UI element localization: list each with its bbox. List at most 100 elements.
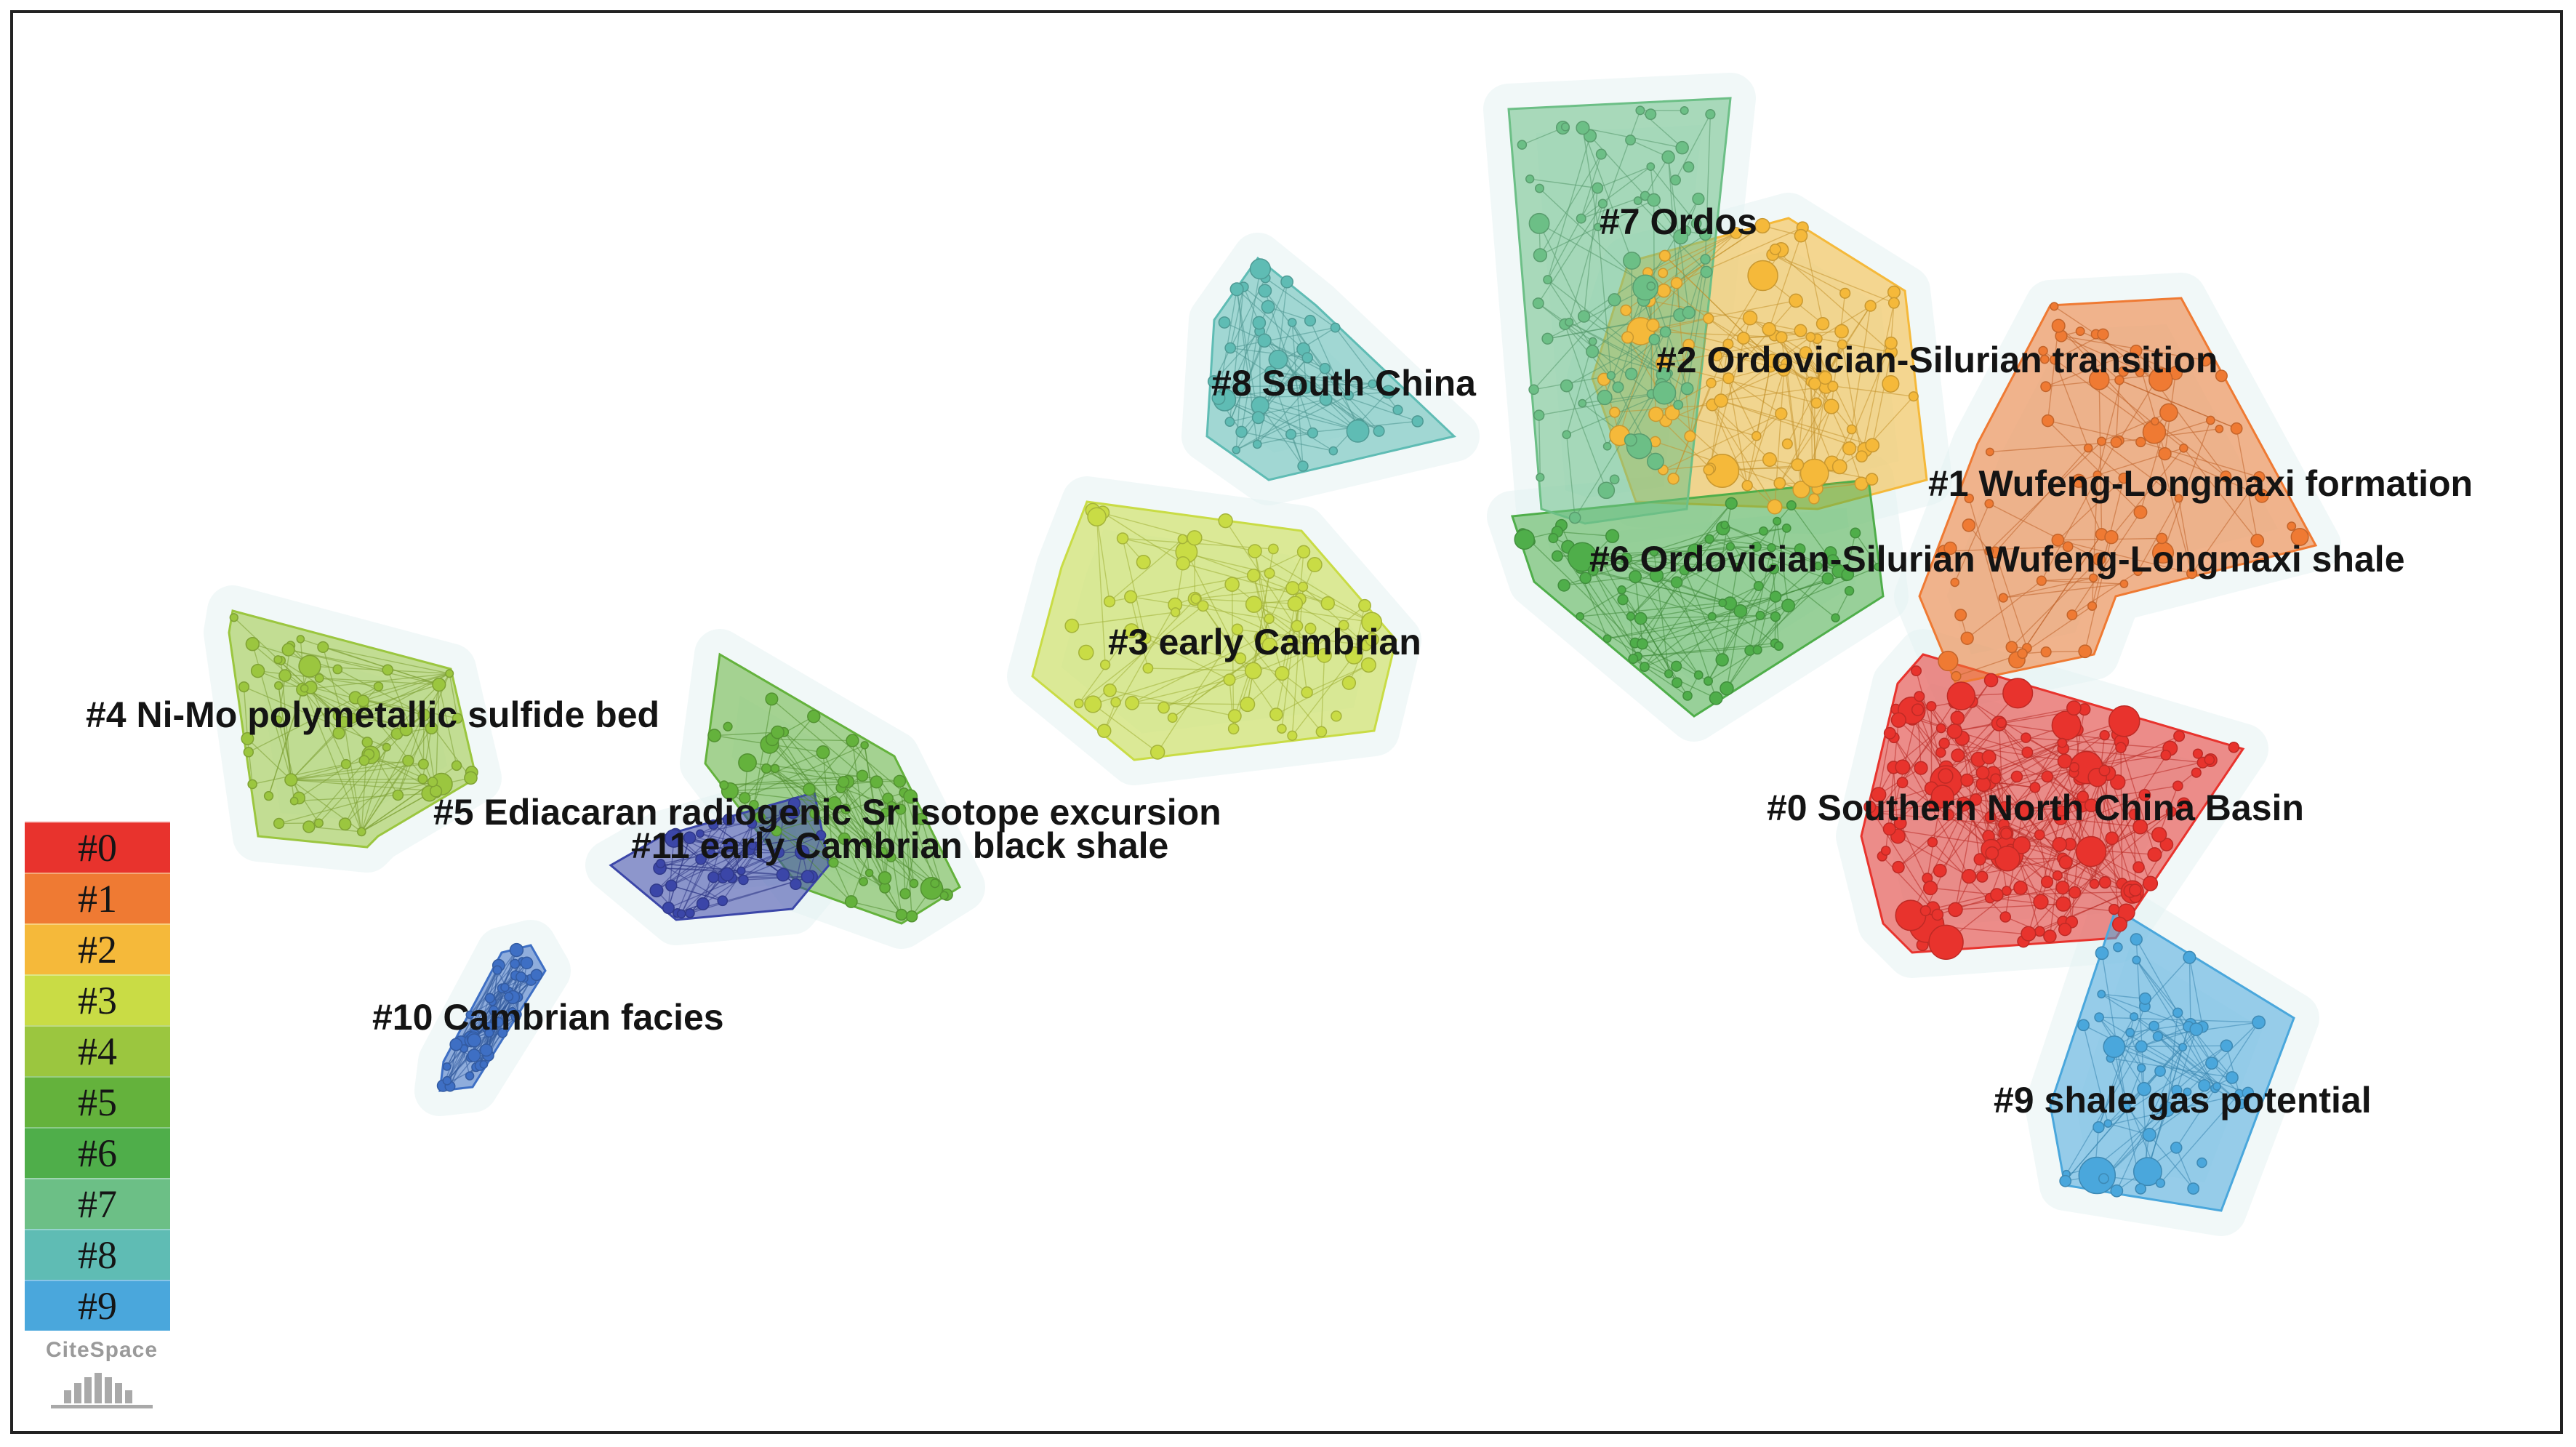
node-9 [2113,942,2123,953]
node-2 [1656,284,1672,298]
node-6 [1617,585,1626,595]
node-6 [1844,585,1855,596]
link-7 [1547,279,1619,388]
node-3 [1365,632,1379,646]
node-7 [1609,474,1620,485]
link-6 [1694,502,1732,551]
node-3 [1307,557,1323,572]
link-6 [1724,524,1772,548]
link-1 [2098,379,2184,449]
node-7 [1669,175,1681,186]
link-11 [702,819,729,905]
node-8 [1299,380,1313,394]
link-3 [1174,583,1232,606]
node-1 [2186,567,2198,580]
link-6 [1707,585,1760,681]
node-0 [1951,748,1965,763]
link-2 [1779,385,1834,484]
link-1 [1989,503,2100,560]
node-9 [2189,1022,2204,1036]
legend-item-8: #8 [25,1229,170,1280]
node-11 [794,844,810,860]
cluster-hull-5 [704,652,961,925]
node-2 [1714,393,1728,408]
link-4 [291,760,365,781]
node-7 [1588,337,1597,346]
link-8 [1265,277,1336,329]
node-0 [2056,805,2068,817]
link-8 [1229,281,1288,422]
node-4 [356,694,370,708]
node-0 [1950,710,1965,726]
node-8 [1344,390,1354,401]
node-4 [464,771,478,785]
node-7 [1568,511,1581,524]
link-8 [1236,289,1259,418]
node-9 [2212,1082,2221,1091]
node-2 [1846,424,1857,435]
node-7 [1577,310,1591,323]
node-3 [1227,709,1242,724]
node-0 [2115,742,2127,753]
node-7 [1648,333,1661,345]
node-2 [1855,450,1868,463]
node-11 [773,846,785,859]
node-0 [1882,822,1896,836]
node-0 [1976,870,1989,883]
node-0 [1895,899,1927,931]
node-10 [512,1009,522,1019]
link-11 [656,819,729,891]
node-2 [1621,331,1634,344]
node-2 [1777,364,1791,377]
node-2 [1670,276,1683,289]
node-1 [2118,366,2129,377]
link-7 [1674,113,1712,180]
cluster-label-5: #5 Ediacaran radiogenic Sr isotope excur… [433,792,1221,833]
link-3 [1253,604,1372,623]
node-8 [1232,446,1241,454]
link-2 [1663,413,1782,470]
node-8 [1373,425,1385,437]
cluster-label-1: #1 Wufeng-Longmaxi formation [1928,463,2473,504]
node-8 [1251,411,1265,425]
link-2 [1720,385,1826,401]
node-1 [2290,528,2309,547]
link-3 [1096,516,1110,602]
cluster-label-6: #6 Ordovician-Silurian Wufeng-Longmaxi s… [1589,539,2405,580]
link-0 [1942,742,2063,798]
node-9 [2130,933,2143,946]
node-3 [1240,697,1256,713]
node-7 [1525,174,1535,184]
node-0 [1911,703,1925,716]
node-6 [1715,653,1729,667]
node-3 [1231,623,1243,636]
link-6 [1656,574,1730,604]
link-6 [1585,577,1645,668]
link-7 [1589,135,1646,196]
node-3 [1303,642,1319,658]
node-0 [1962,869,1977,884]
node-4 [296,635,305,644]
node-3 [1125,695,1139,710]
node-1 [2104,530,2119,545]
link-7 [1564,324,1608,446]
node-7 [1536,473,1545,482]
node-7 [1698,228,1712,241]
link-2 [1851,305,1871,430]
node-7 [1624,367,1638,380]
link-0 [2021,761,2066,846]
node-0 [1935,747,1946,758]
node-7 [1533,248,1548,262]
link-7 [1663,236,1682,375]
legend-item-3: #3 [25,974,170,1025]
link-9 [2108,1123,2150,1136]
node-2 [1703,313,1714,324]
node-0 [2142,875,2159,891]
link-8 [1260,405,1360,432]
link-2 [1662,363,1817,404]
link-0 [2071,796,2084,923]
link-7 [1547,312,1689,340]
node-2 [1747,260,1778,292]
node-8 [1268,349,1288,369]
link-1 [1989,441,2116,453]
